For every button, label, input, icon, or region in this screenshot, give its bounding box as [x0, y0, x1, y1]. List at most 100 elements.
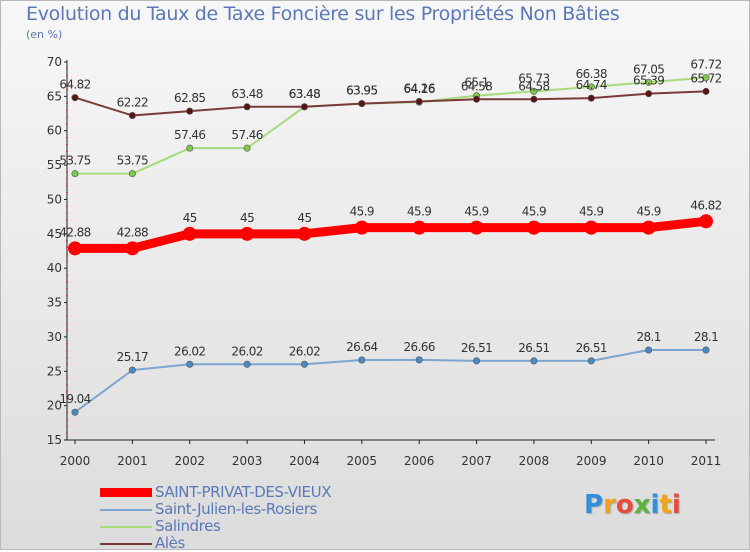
series-1-point-2010 [645, 346, 653, 354]
series-3-label-2010: 65.39 [633, 74, 664, 88]
legend-label: Salindres [155, 517, 221, 535]
logo-letter: x [633, 490, 651, 520]
legend-item: SAINT-PRIVAT-DES-VIEUX [100, 484, 331, 501]
y-tick-label-50: 50 [47, 192, 62, 206]
series-1-label-2011: 28.1 [694, 330, 718, 344]
series-0-label-2004: 45 [297, 211, 311, 225]
logo-letter: t [659, 490, 672, 520]
series-1-label-2003: 26.02 [231, 344, 262, 358]
series-0-label-2000: 42.88 [59, 225, 90, 239]
x-tick-label-2007: 2007 [461, 454, 492, 468]
series-1-point-2009 [587, 357, 595, 365]
series-1-point-2008 [530, 357, 538, 365]
legend-item: Alès [100, 535, 331, 552]
x-tick-label-2009: 2009 [576, 454, 607, 468]
x-tick-label-2005: 2005 [347, 454, 378, 468]
series-0-label-2001: 42.88 [117, 225, 148, 239]
series-0-label-2003: 45 [240, 211, 254, 225]
series-0-point-2006 [412, 220, 427, 235]
series-1-label-2008: 26.51 [518, 341, 549, 355]
series-1-point-2002 [186, 360, 194, 368]
series-2-label-2010: 67.05 [633, 62, 664, 76]
legend-swatch [100, 542, 152, 545]
series-line-3 [74, 90, 707, 117]
series-3-point-2009 [587, 94, 595, 102]
x-tick-label-2010: 2010 [633, 454, 664, 468]
series-3-point-2002 [186, 107, 194, 115]
series-0-label-2011: 46.82 [690, 198, 721, 212]
series-0-point-2008 [526, 220, 541, 235]
series-0-point-2002 [182, 226, 197, 241]
series-1-label-2001: 25.17 [117, 350, 148, 364]
series-3-label-2007: 64.58 [461, 79, 492, 93]
series-2-point-2011 [702, 74, 710, 82]
series-0-point-2001 [125, 241, 140, 256]
logo-letter: o [615, 490, 634, 520]
series-1-point-2001 [128, 366, 136, 374]
series-1-label-2005: 26.64 [346, 340, 377, 354]
series-1-label-2004: 26.02 [289, 344, 320, 358]
series-0-label-2008: 45.9 [522, 205, 546, 219]
series-1-point-2011 [702, 346, 710, 354]
legend-label: Saint-Julien-les-Rosiers [155, 500, 318, 518]
series-3-point-2008 [530, 95, 538, 103]
series-2-point-2001 [128, 170, 136, 178]
legend-swatch [100, 508, 152, 511]
legend-item: Saint-Julien-les-Rosiers [100, 501, 331, 518]
series-line-2 [74, 76, 707, 175]
series-2-point-2003 [243, 144, 251, 152]
series-2-label-2001: 53.75 [117, 154, 148, 168]
series-1-label-2007: 26.51 [461, 341, 492, 355]
series-2-label-2005: 63.95 [346, 84, 377, 98]
series-2-point-2002 [186, 144, 194, 152]
chart-unit-label: (en %) [26, 28, 63, 41]
x-tick-label-2002: 2002 [174, 454, 205, 468]
series-1-point-2006 [415, 356, 423, 364]
series-3-label-2002: 62.85 [174, 91, 205, 105]
series-2-label-2009: 66.38 [576, 67, 607, 81]
y-tick-label-40: 40 [47, 261, 62, 275]
series-0-point-2010 [641, 220, 656, 235]
series-0-label-2009: 45.9 [579, 205, 603, 219]
series-2-label-2004: 63.48 [289, 87, 320, 101]
series-3-point-2006 [415, 97, 423, 105]
series-2-label-2003: 57.46 [231, 128, 262, 142]
series-3-point-2007 [473, 95, 481, 103]
legend-label: SAINT-PRIVAT-DES-VIEUX [155, 483, 332, 501]
x-tick-label-2000: 2000 [60, 454, 91, 468]
series-1-label-2009: 26.51 [576, 341, 607, 355]
series-3-label-2009: 64.74 [576, 78, 607, 92]
series-1-point-2000 [71, 408, 79, 416]
y-tick-label-35: 35 [47, 296, 62, 310]
series-3-point-2000 [71, 94, 79, 102]
proxiti-logo: Proxiti [584, 490, 681, 520]
series-3-point-2004 [300, 103, 308, 111]
series-0-label-2002: 45 [183, 211, 197, 225]
y-tick-label-20: 20 [47, 399, 62, 413]
series-3-point-2011 [702, 87, 710, 95]
series-1-label-2010: 28.1 [636, 330, 660, 344]
series-0-point-2011 [699, 214, 713, 229]
series-2-point-2008 [530, 87, 538, 95]
series-1-label-2006: 26.66 [404, 340, 435, 354]
legend-swatch [100, 525, 152, 528]
series-0-label-2005: 45.9 [350, 205, 374, 219]
chart-legend: SAINT-PRIVAT-DES-VIEUX Saint-Julien-les-R… [100, 484, 331, 552]
series-0-point-2009 [584, 220, 599, 235]
series-1-point-2005 [358, 356, 366, 364]
series-3-label-2000: 64.82 [59, 78, 90, 92]
series-1-point-2003 [243, 360, 251, 368]
series-3-point-2001 [128, 111, 136, 119]
series-0-label-2010: 45.9 [636, 205, 660, 219]
series-1-label-2000: 19.04 [59, 392, 90, 406]
series-line-0 [70, 216, 711, 253]
legend-label: Alès [155, 534, 185, 552]
logo-letter: i [650, 490, 660, 520]
y-tick-label-45: 45 [47, 227, 62, 241]
series-3-label-2006: 64.26 [404, 81, 435, 95]
series-line-1 [74, 348, 707, 414]
series-2-label-2008: 65.73 [518, 71, 549, 85]
series-3-label-2011: 65.72 [690, 71, 721, 85]
series-3-point-2010 [645, 90, 653, 98]
